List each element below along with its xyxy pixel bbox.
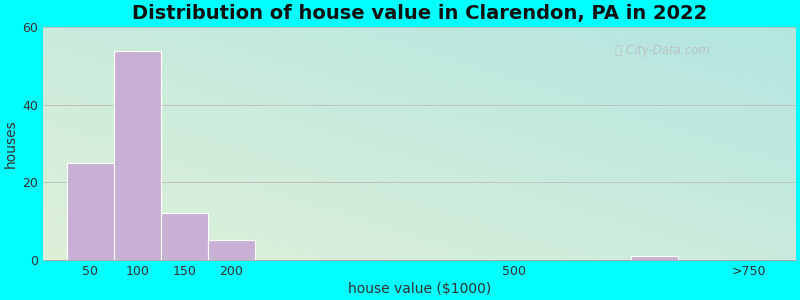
Text: ⓘ City-Data.com: ⓘ City-Data.com [615, 44, 710, 57]
Title: Distribution of house value in Clarendon, PA in 2022: Distribution of house value in Clarendon… [132, 4, 707, 23]
Bar [161, 213, 208, 260]
Bar [631, 256, 678, 260]
Y-axis label: houses: houses [4, 119, 18, 168]
X-axis label: house value ($1000): house value ($1000) [348, 282, 491, 296]
Bar [114, 51, 161, 260]
Bar [66, 163, 114, 260]
Bar [208, 240, 254, 260]
